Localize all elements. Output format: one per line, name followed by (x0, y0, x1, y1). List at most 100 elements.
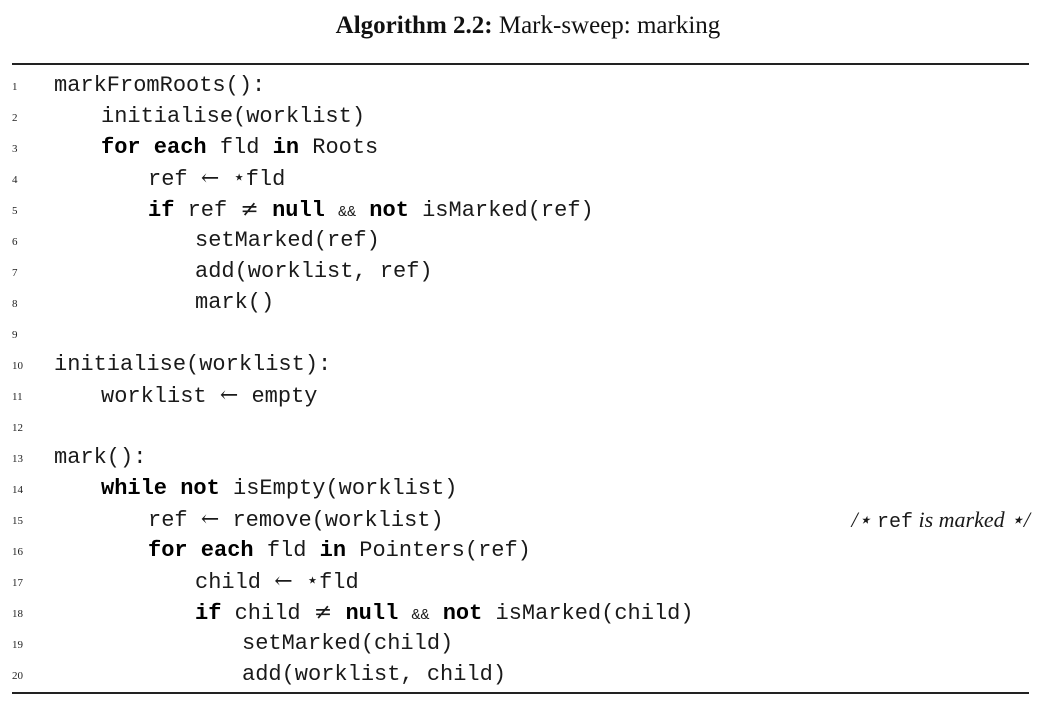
code-keyword: not (369, 198, 409, 223)
code-text: for each fld in Pointers(ref) (148, 536, 531, 566)
code-token: Roots (299, 135, 379, 160)
line-number: 11 (12, 391, 23, 403)
code-line: 2 initialise(worklist) (0, 101, 1056, 132)
code-line: 12 (0, 411, 1056, 442)
code-text: initialise(worklist): (54, 350, 331, 380)
code-token: ref (174, 198, 241, 223)
code-operator: ← (200, 507, 220, 532)
code-token: ref (148, 167, 201, 192)
line-number: 1 (12, 81, 18, 93)
line-number: 16 (12, 546, 23, 558)
line-number: 9 (12, 329, 18, 341)
code-operator: ≠ (313, 600, 333, 625)
line-number: 12 (12, 422, 23, 434)
code-text: add(worklist, child) (242, 660, 506, 690)
code-operator: && (338, 204, 357, 221)
code-token: ⋆fld (292, 570, 359, 595)
code-keyword: in (319, 538, 347, 563)
code-token: isEmpty(worklist) (219, 476, 458, 501)
code-keyword: while not (101, 476, 220, 501)
algorithm-title: Mark-sweep: marking (498, 12, 721, 39)
code-text: worklist ← empty (101, 381, 317, 412)
code-text: ref ← remove(worklist) (148, 505, 444, 536)
code-token: isMarked(child) (482, 601, 694, 626)
line-number: 13 (12, 453, 23, 465)
code-token: initialise(worklist) (101, 104, 366, 129)
code-text: add(worklist, ref) (195, 257, 433, 287)
code-token: worklist (101, 384, 220, 409)
code-token: setMarked(child) (242, 631, 454, 656)
code-token: fld (206, 135, 273, 160)
code-text: if ref ≠ null && not isMarked(ref) (148, 195, 594, 228)
code-text: initialise(worklist) (101, 102, 365, 132)
code-token: child (221, 601, 314, 626)
code-token: add(worklist, child) (242, 662, 507, 687)
code-line: 9 (0, 318, 1056, 349)
code-line: 13 mark(): (0, 442, 1056, 473)
code-keyword: null (345, 601, 399, 626)
line-number: 6 (12, 236, 18, 248)
code-operator: ← (219, 383, 239, 408)
code-token: remove(worklist) (219, 508, 444, 533)
code-line: 18 if child ≠ null && not isMarked(child) (0, 597, 1056, 628)
code-line: 6 setMarked(ref) (0, 225, 1056, 256)
code-text: for each fld in Roots (101, 133, 378, 163)
line-number: 3 (12, 143, 18, 155)
line-number: 10 (12, 360, 23, 372)
line-number: 14 (12, 484, 23, 496)
code-token: ⋆fld (219, 167, 286, 192)
code-token: empty (238, 384, 318, 409)
code-token: mark(): (54, 445, 147, 470)
code-text: mark() (195, 288, 274, 318)
line-number: 2 (12, 112, 18, 124)
code-token (259, 198, 272, 223)
code-token: mark() (195, 290, 275, 315)
code-line: 19 setMarked(child) (0, 628, 1056, 659)
code-keyword: not (442, 601, 483, 626)
line-number: 15 (12, 515, 23, 527)
line-number: 8 (12, 298, 18, 310)
line-number: 18 (12, 608, 23, 620)
code-line: 14 while not isEmpty(worklist) (0, 473, 1056, 504)
code-token: child (195, 570, 275, 595)
algorithm-caption: Algorithm 2.2: Mark-sweep: marking (0, 6, 1056, 46)
code-token: setMarked(ref) (195, 228, 380, 253)
code-keyword: for each (101, 135, 207, 160)
code-token: add(worklist, ref) (195, 259, 433, 284)
comment-token: ref (876, 511, 913, 534)
code-text: if child ≠ null && not isMarked(child) (195, 598, 694, 631)
code-operator: ← (200, 166, 220, 191)
code-line: 3 for each fld in Roots (0, 132, 1056, 163)
algorithm-label: Algorithm 2.2: (335, 12, 493, 39)
code-text: setMarked(ref) (195, 226, 380, 256)
code-text: setMarked(child) (242, 629, 453, 659)
code-line: 7 add(worklist, ref) (0, 256, 1056, 287)
line-number: 4 (12, 174, 18, 186)
code-operator: ← (274, 569, 293, 594)
code-line: 17 child ← ⋆fld (0, 566, 1056, 597)
code-line: 5 if ref ≠ null && not isMarked(ref) (0, 194, 1056, 225)
code-line: 15 ref ← remove(worklist) /⋆ ref is marked… (0, 504, 1056, 535)
code-keyword: if (195, 601, 222, 626)
code-line: 16 for each fld in Pointers(ref) (0, 535, 1056, 566)
code-text: ref ← ⋆fld (148, 164, 285, 195)
code-text: mark(): (54, 443, 146, 473)
line-number: 17 (12, 577, 23, 589)
code-line: 8 mark() (0, 287, 1056, 318)
code-keyword: in (272, 135, 300, 160)
line-number: 7 (12, 267, 18, 279)
code-line: 20 add(worklist, child) (0, 659, 1056, 690)
code-token: markFromRoots(): (54, 73, 266, 98)
code-token: Pointers(ref) (346, 538, 531, 563)
code-text: while not isEmpty(worklist) (101, 474, 457, 504)
code-token (332, 601, 345, 626)
line-number: 5 (12, 205, 18, 217)
code-keyword: null (272, 198, 325, 223)
comment-token: is marked ⋆/ (912, 507, 1030, 532)
code-token: isMarked(ref) (408, 198, 594, 223)
code-line: 10 initialise(worklist): (0, 349, 1056, 380)
code-token: initialise(worklist): (54, 352, 332, 377)
code-token (356, 198, 369, 223)
code-token (430, 601, 443, 626)
code-token: ref (148, 508, 201, 533)
